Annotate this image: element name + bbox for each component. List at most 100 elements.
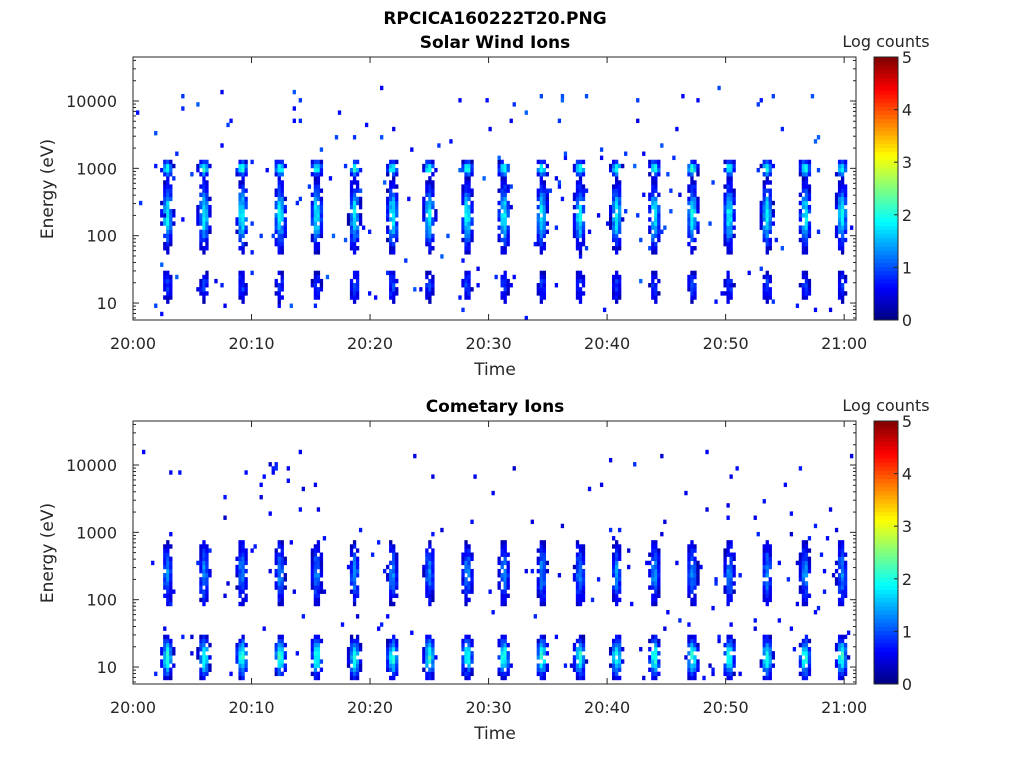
heatmap-cell	[389, 295, 393, 300]
heatmap-cell	[503, 204, 507, 210]
heatmap-cell	[801, 295, 806, 300]
colorbar-swatch	[874, 283, 898, 288]
heatmap-cell	[205, 209, 209, 214]
heatmap-cell	[166, 671, 170, 677]
heatmap-cell	[464, 581, 468, 586]
heatmap-cell	[654, 180, 658, 185]
heatmap-cell	[166, 180, 170, 185]
heatmap-cell	[250, 250, 254, 255]
heatmap-cell	[768, 209, 772, 214]
heatmap-cell	[358, 659, 363, 664]
heatmap-cell	[654, 246, 658, 251]
heatmap-cell	[238, 213, 242, 218]
heatmap-cell	[386, 564, 390, 570]
heatmap-cell	[355, 614, 360, 619]
heatmap-cell	[467, 163, 471, 169]
heatmap-cell	[169, 638, 173, 644]
heatmap-cell	[572, 655, 577, 660]
heatmap-cell	[729, 585, 733, 590]
heatmap-cell	[319, 221, 324, 226]
heatmap-cell	[464, 651, 468, 656]
heatmap-cell	[762, 552, 766, 557]
heatmap-cell	[578, 601, 583, 607]
heatmap-cell	[840, 299, 845, 304]
heatmap-cell	[693, 647, 697, 652]
heatmap-cell	[160, 167, 164, 173]
heatmap-cell	[768, 642, 772, 648]
colorbar-swatch	[874, 605, 898, 611]
heatmap-cell	[840, 184, 845, 189]
heatmap-cell	[807, 647, 812, 652]
heatmap-cell	[389, 287, 393, 292]
heatmap-cell	[389, 217, 393, 222]
heatmap-cell	[654, 270, 658, 276]
heatmap-cell	[542, 159, 547, 165]
heatmap-cell	[572, 573, 577, 578]
heatmap-cell	[762, 499, 766, 504]
heatmap-cell	[467, 659, 471, 664]
heatmap-cell	[503, 172, 507, 177]
heatmap-cell	[696, 196, 700, 202]
heatmap-cell	[392, 659, 396, 664]
heatmap-cell	[319, 581, 324, 586]
heatmap-cell	[783, 482, 788, 488]
heatmap-cell	[801, 540, 806, 545]
heatmap-cell	[349, 659, 354, 664]
heatmap-cell	[584, 188, 589, 193]
heatmap-cell	[693, 188, 697, 193]
heatmap-cell	[274, 655, 278, 660]
heatmap-cell	[467, 217, 471, 222]
heatmap-cell	[687, 622, 691, 627]
heatmap-cell	[464, 634, 468, 640]
heatmap-cell	[542, 213, 547, 218]
heatmap-cell	[575, 283, 580, 288]
heatmap-cell	[500, 217, 504, 222]
heatmap-cell	[500, 250, 504, 255]
heatmap-cell	[801, 544, 806, 549]
heatmap-cell	[536, 192, 540, 198]
heatmap-cell	[166, 184, 170, 189]
heatmap-cell	[729, 184, 733, 189]
heatmap-cell	[723, 167, 727, 173]
heatmap-cell	[615, 217, 619, 222]
heatmap-cell	[690, 552, 694, 557]
heatmap-cell	[389, 573, 393, 578]
heatmap-cell	[807, 283, 812, 288]
heatmap-cell	[431, 593, 435, 598]
heatmap-cell	[771, 221, 775, 226]
heatmap-cell	[804, 250, 809, 255]
heatmap-cell	[503, 589, 507, 594]
heatmap-cell	[581, 634, 586, 640]
heatmap-cell	[310, 237, 315, 243]
heatmap-cell	[702, 675, 706, 681]
heatmap-cell	[729, 237, 733, 243]
heatmap-cell	[503, 647, 507, 652]
heatmap-cell	[389, 675, 393, 681]
heatmap-cell	[238, 184, 242, 189]
heatmap-cell	[503, 192, 507, 198]
heatmap-cell	[765, 556, 769, 562]
colorbar-swatch	[874, 552, 898, 558]
heatmap-cell	[575, 560, 580, 566]
heatmap-cell	[690, 564, 694, 570]
heatmap-cell	[651, 159, 655, 165]
heatmap-cell	[202, 651, 206, 656]
heatmap-cell	[813, 139, 818, 144]
heatmap-cell	[837, 581, 842, 586]
heatmap-cell	[729, 474, 733, 479]
heatmap-cell	[205, 225, 209, 230]
heatmap-cell	[581, 568, 586, 574]
heatmap-cell	[355, 560, 360, 566]
heatmap-cell	[696, 163, 700, 169]
heatmap-cell	[578, 167, 583, 173]
heatmap-cell	[277, 303, 281, 308]
heatmap-cell	[277, 270, 281, 276]
heatmap-cell	[280, 200, 284, 206]
heatmap-cell	[581, 233, 586, 239]
heatmap-cell	[834, 663, 839, 668]
heatmap-cell	[352, 552, 357, 557]
heatmap-cell	[822, 589, 827, 594]
heatmap-cell	[313, 291, 318, 296]
colorbar-swatch	[874, 73, 898, 79]
heatmap-cell	[166, 568, 170, 574]
